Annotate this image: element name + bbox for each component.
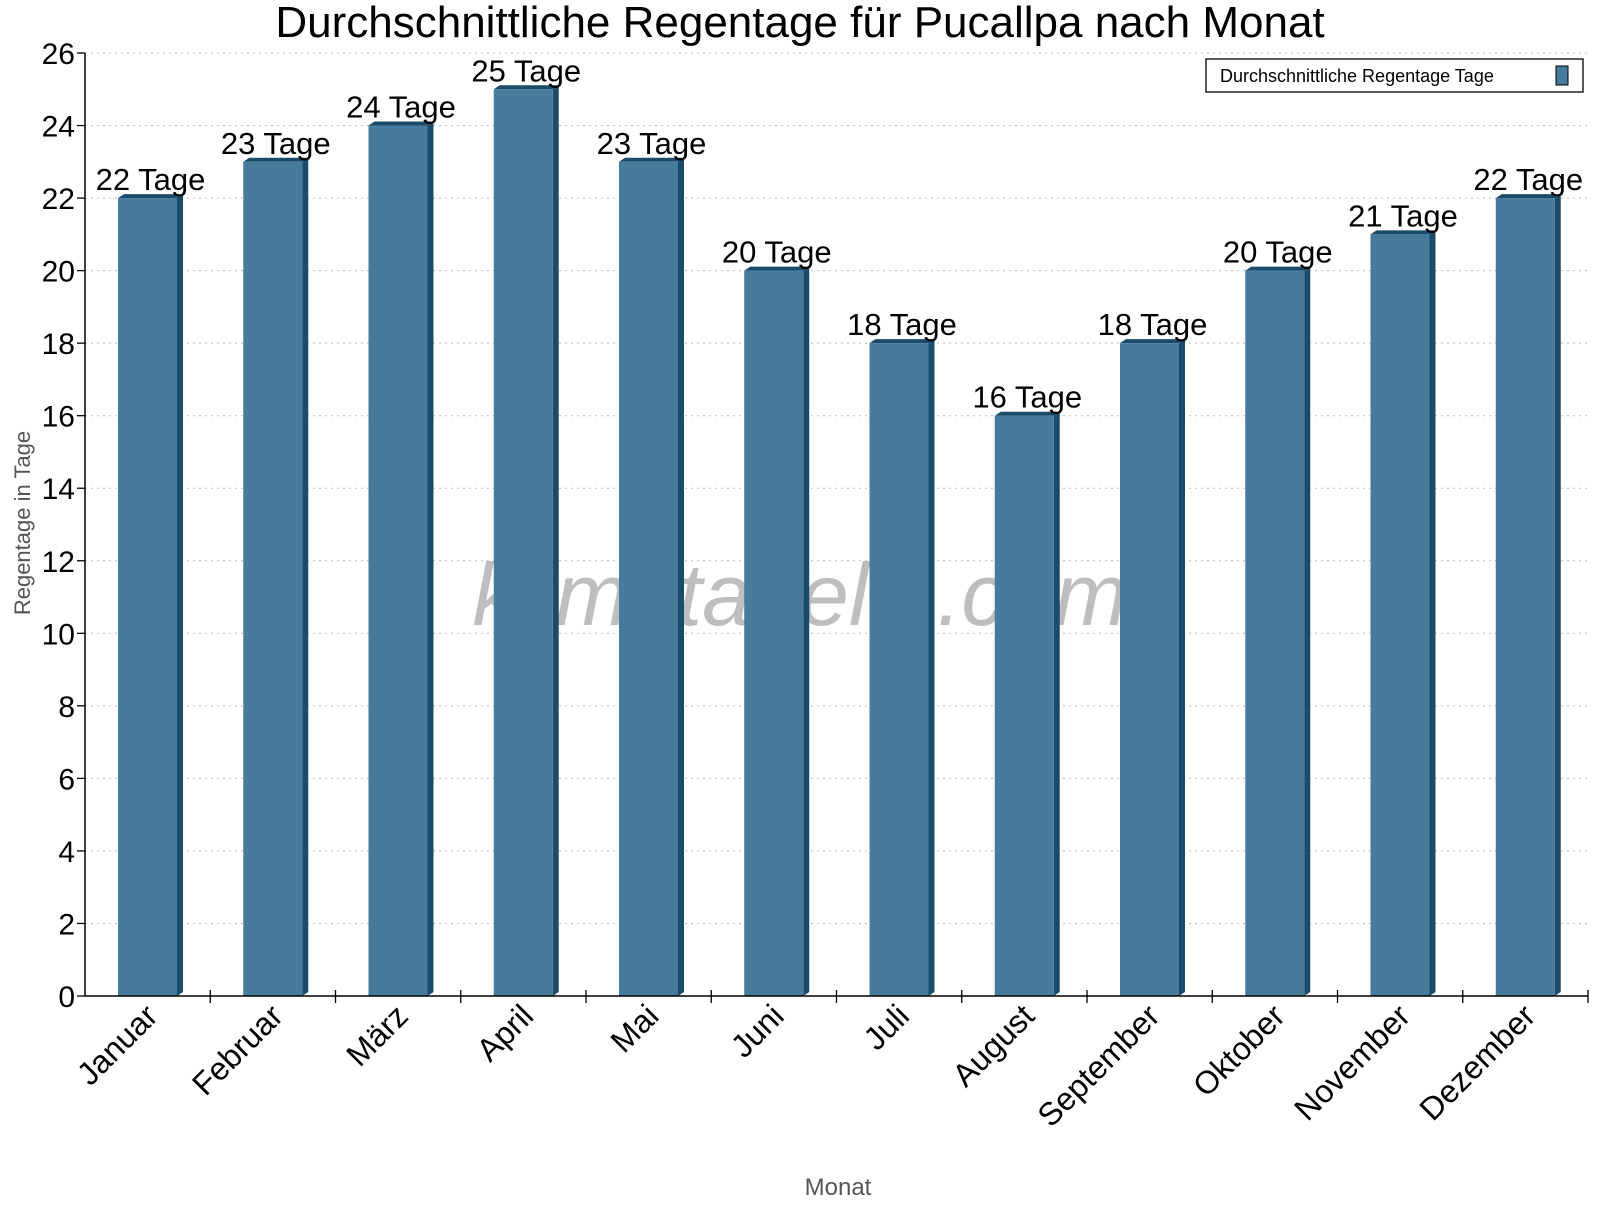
bar xyxy=(118,198,177,997)
data-label: 23 Tage xyxy=(597,126,707,161)
y-tick-label: 14 xyxy=(42,473,75,506)
legend-swatch xyxy=(1555,65,1569,86)
bar-side xyxy=(1304,266,1311,997)
legend-box xyxy=(1205,58,1584,93)
data-label: 24 Tage xyxy=(346,90,456,125)
y-tick-label: 0 xyxy=(58,981,75,1014)
y-tick-label: 6 xyxy=(58,763,75,796)
y-tick-label: 2 xyxy=(58,908,75,941)
bar-top xyxy=(1120,339,1185,344)
bar-top xyxy=(1495,194,1561,199)
bar-top xyxy=(368,121,434,126)
data-label: 16 Tage xyxy=(972,380,1082,415)
bar-side xyxy=(177,194,183,997)
bar-top xyxy=(619,157,684,162)
bar xyxy=(1370,234,1430,996)
bar-top xyxy=(243,157,309,162)
y-tick-label: 4 xyxy=(58,836,75,869)
bar-side xyxy=(803,266,810,997)
bar-side xyxy=(1554,194,1561,997)
x-tick-label: Juni xyxy=(724,997,791,1064)
data-label: 20 Tage xyxy=(1223,235,1333,270)
y-tick-label: 26 xyxy=(42,38,75,71)
data-label: 23 Tage xyxy=(221,126,331,161)
x-tick-label: Juli xyxy=(857,997,916,1056)
bar xyxy=(243,161,303,997)
y-tick-label: 24 xyxy=(42,111,75,144)
y-tick-label: 22 xyxy=(42,183,75,216)
bar-side xyxy=(427,121,434,997)
x-tick-label: Januar xyxy=(70,997,165,1092)
bar-side xyxy=(552,85,559,997)
bar-side xyxy=(302,157,309,997)
legend: Durchschnittliche Regentage Tage xyxy=(1205,58,1584,93)
bar-side xyxy=(1053,411,1060,996)
data-label: 22 Tage xyxy=(96,162,206,197)
x-tick-label: August xyxy=(945,997,1041,1093)
x-tick-label: Oktober xyxy=(1186,997,1292,1103)
bar-top xyxy=(1245,266,1311,271)
bar-top xyxy=(744,266,810,271)
bar-side xyxy=(678,157,684,997)
bar xyxy=(368,125,428,997)
data-label: 18 Tage xyxy=(847,307,957,342)
bar xyxy=(1120,343,1179,997)
data-label: 20 Tage xyxy=(722,235,832,270)
data-label: 21 Tage xyxy=(1348,198,1458,233)
bar-side xyxy=(1429,230,1436,996)
x-tick-label: März xyxy=(339,997,415,1073)
y-axis-label: Regentage in Tage xyxy=(10,431,35,615)
chart-title: Durchschnittliche Regentage für Pucallpa… xyxy=(275,0,1324,47)
bar-side xyxy=(1179,339,1185,997)
bar xyxy=(1245,270,1305,997)
y-tick-label: 10 xyxy=(42,618,75,651)
x-tick-label: September xyxy=(1030,997,1166,1133)
legend-label: Durchschnittliche Regentage Tage xyxy=(1220,66,1494,86)
bar xyxy=(1495,198,1555,997)
y-tick-label: 18 xyxy=(42,328,75,361)
data-label: 18 Tage xyxy=(1098,307,1208,342)
bar xyxy=(493,89,553,997)
bar xyxy=(619,161,678,997)
x-tick-label: Dezember xyxy=(1412,997,1542,1127)
bar xyxy=(994,415,1054,996)
x-tick-label: Februar xyxy=(185,997,290,1102)
y-tick-label: 8 xyxy=(58,691,75,724)
y-tick-label: 16 xyxy=(42,401,75,434)
bar xyxy=(744,270,804,997)
bar-top xyxy=(1370,230,1436,235)
y-tick-label: 12 xyxy=(42,546,75,579)
bar xyxy=(869,343,929,997)
y-tick-label: 20 xyxy=(42,256,75,289)
gridlines xyxy=(85,52,1588,924)
bar-top xyxy=(869,339,935,344)
data-label: 25 Tage xyxy=(471,53,581,88)
bar-top xyxy=(493,85,559,90)
x-tick-label: Mai xyxy=(604,997,666,1059)
bar-side xyxy=(928,339,935,997)
x-tick-label: November xyxy=(1287,997,1417,1127)
bars: 22 Tage 23 Tage 24 Tage 25 Tage 23 Tage 20 Ta… xyxy=(96,53,1583,997)
bar-top xyxy=(994,411,1060,416)
x-axis-label: Monat xyxy=(805,1174,872,1200)
data-label: 22 Tage xyxy=(1473,162,1583,197)
bar-top xyxy=(118,194,183,199)
x-tick-label: April xyxy=(469,997,540,1068)
